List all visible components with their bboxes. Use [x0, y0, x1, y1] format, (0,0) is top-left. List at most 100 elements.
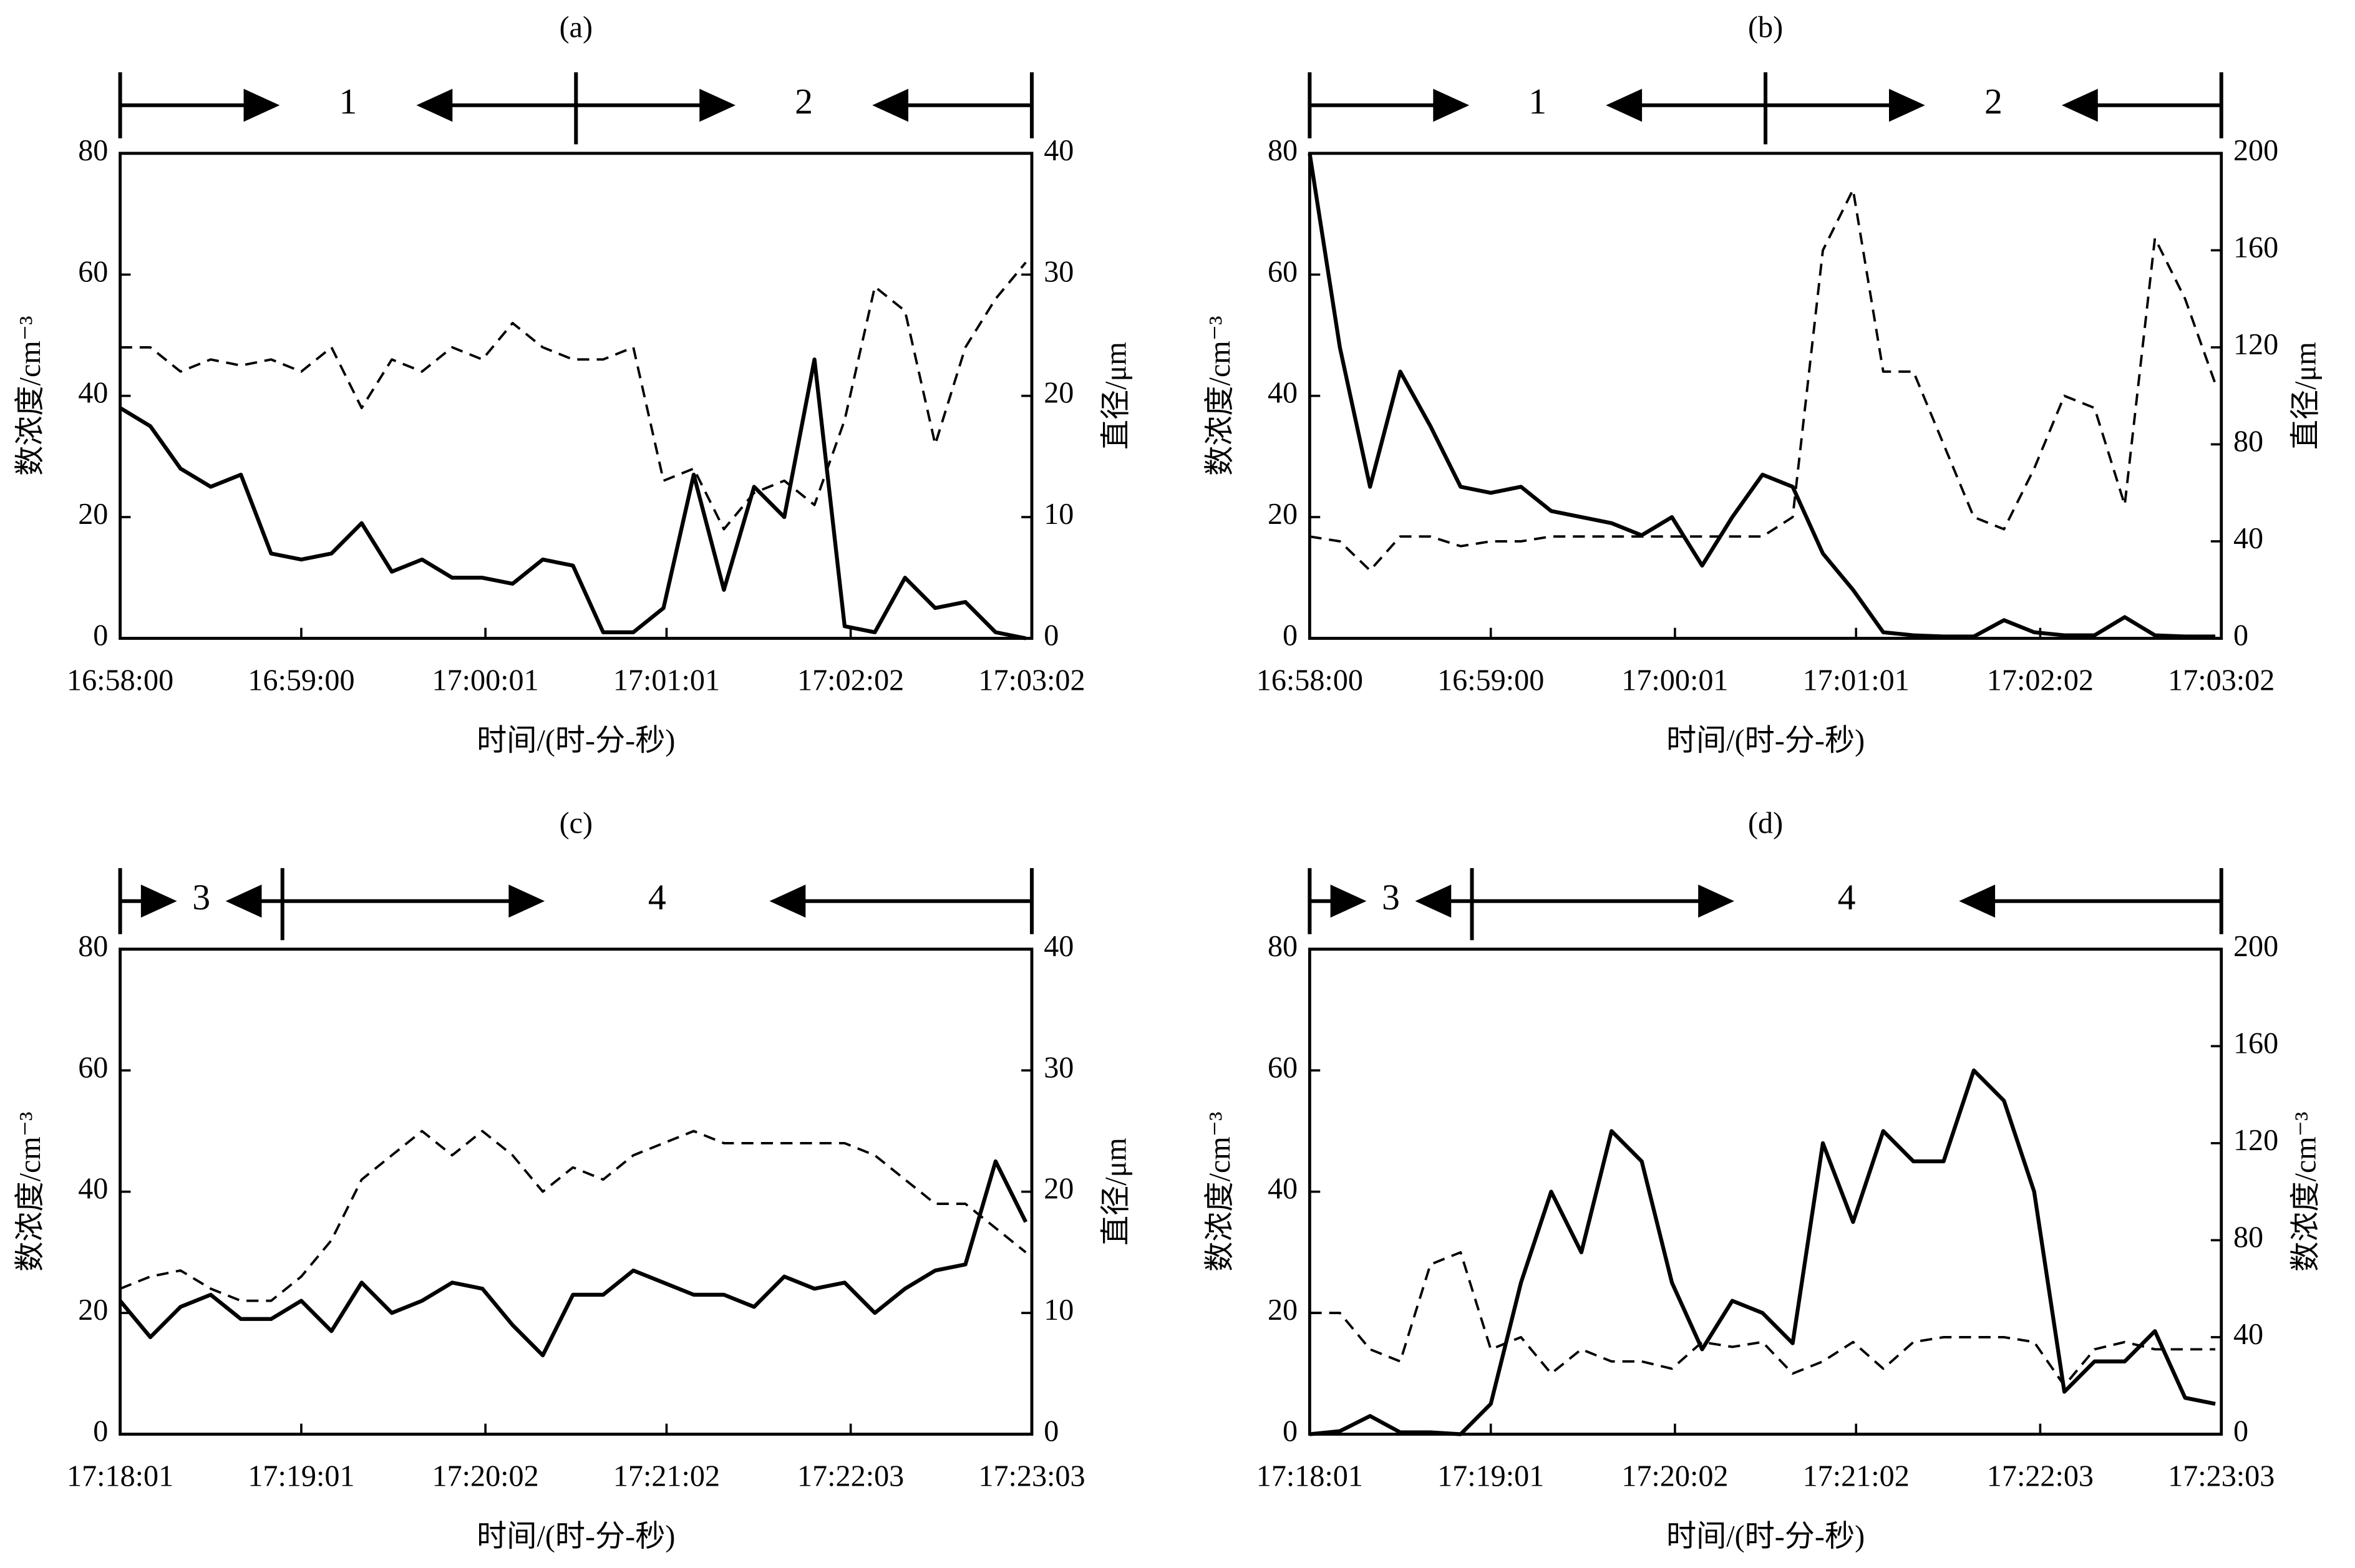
phase-label: 3: [1382, 878, 1400, 917]
y2-tick-label: 0: [1044, 1415, 1059, 1448]
y-tick-label: 0: [1283, 619, 1298, 652]
phase-label: 2: [1984, 82, 2003, 122]
arrow-head: [140, 884, 177, 918]
x-tick-label: 17:23:03: [978, 1460, 1085, 1493]
y-tick-label: 40: [1268, 1173, 1298, 1206]
arrow-head: [769, 884, 806, 918]
y-axis-label: 数浓度/cm⁻³: [14, 1111, 47, 1271]
x-tick-label: 17:20:02: [432, 1460, 539, 1493]
x-tick-label: 16:59:00: [248, 664, 354, 697]
x-tick-label: 17:01:01: [1803, 664, 1910, 697]
y-tick-label: 20: [78, 498, 108, 531]
solid-line: [1308, 153, 2216, 639]
phase-label: 4: [648, 878, 666, 917]
y-tick-label: 60: [1268, 255, 1298, 288]
arrow-head: [416, 89, 453, 122]
y-tick-label: 20: [1268, 498, 1298, 531]
y2-tick-label: 200: [2233, 134, 2278, 167]
x-tick-label: 17:20:02: [1621, 1460, 1728, 1493]
y2-tick-label: 30: [1044, 1051, 1074, 1084]
x-axis-label: 时间/(时-分-秒): [477, 724, 675, 757]
y-tick-label: 60: [78, 255, 108, 288]
y2-tick-label: 40: [1044, 930, 1074, 963]
x-tick-label: 17:19:01: [1437, 1460, 1544, 1493]
arrow-head: [1433, 89, 1470, 122]
y-tick-label: 80: [78, 930, 108, 963]
arrow-head: [225, 884, 262, 918]
y-tick-label: 60: [1268, 1051, 1298, 1084]
y2-tick-label: 200: [2233, 930, 2278, 963]
arrow-head: [243, 89, 280, 122]
y2-tick-label: 160: [2233, 1027, 2278, 1060]
y2-tick-label: 0: [2233, 1415, 2248, 1448]
panel-title: (b): [1748, 11, 1783, 44]
arrow-head: [1606, 89, 1643, 122]
arrow-head: [1959, 884, 1996, 918]
arrow-head: [1415, 884, 1452, 918]
y-tick-label: 60: [78, 1051, 108, 1084]
arrow-head: [1889, 89, 1925, 122]
x-tick-label: 17:02:02: [1987, 664, 2094, 697]
x-tick-label: 17:18:01: [67, 1460, 173, 1493]
phase-label: 1: [339, 82, 357, 122]
panel-title: (d): [1748, 806, 1783, 840]
y2-tick-label: 20: [1044, 1173, 1074, 1206]
y2-axis-label: 直径/μm: [1100, 1138, 1133, 1246]
arrow-head: [699, 89, 736, 122]
x-tick-label: 16:59:00: [1437, 664, 1544, 697]
y-tick-label: 40: [1268, 377, 1298, 410]
y2-tick-label: 20: [1044, 377, 1074, 410]
panel-title: (c): [560, 806, 593, 840]
x-tick-label: 17:01:01: [613, 664, 720, 697]
y-tick-label: 0: [93, 1415, 108, 1448]
x-tick-label: 17:22:03: [1987, 1460, 2094, 1493]
y-tick-label: 80: [1268, 930, 1298, 963]
y2-tick-label: 80: [2233, 1221, 2263, 1254]
x-tick-label: 17:22:03: [797, 1460, 904, 1493]
y2-tick-label: 80: [2233, 425, 2263, 458]
dashed-line: [1309, 188, 2217, 572]
phase-label: 3: [192, 878, 210, 917]
arrow-head: [508, 884, 545, 918]
x-tick-label: 17:02:02: [797, 664, 904, 697]
dashed-line: [119, 1130, 1027, 1302]
x-tick-label: 17:23:03: [2168, 1460, 2275, 1493]
solid-line: [119, 357, 1026, 641]
y2-tick-label: 10: [1044, 498, 1074, 531]
x-tick-label: 16:58:00: [67, 664, 173, 697]
y2-tick-label: 10: [1044, 1294, 1074, 1327]
y2-axis-label: 直径/μm: [1100, 342, 1133, 450]
arrow-head: [1698, 884, 1734, 918]
y-axis-label: 数浓度/cm⁻³: [1203, 316, 1236, 475]
x-axis-label: 时间/(时-分-秒): [1666, 1520, 1865, 1553]
x-tick-label: 17:21:02: [613, 1460, 720, 1493]
x-tick-label: 17:00:01: [1621, 664, 1728, 697]
phase-label: 1: [1528, 82, 1547, 122]
dashed-line: [120, 261, 1027, 531]
x-tick-label: 17:00:01: [432, 664, 539, 697]
y-tick-label: 0: [93, 619, 108, 652]
arrow-head: [2061, 89, 2098, 122]
y2-axis-label: 数浓度/cm⁻³: [2289, 1111, 2322, 1271]
y2-axis-label: 直径/μm: [2289, 342, 2322, 450]
solid-line: [1309, 1068, 2216, 1436]
y2-tick-label: 40: [1044, 134, 1074, 167]
y2-tick-label: 120: [2233, 328, 2278, 361]
arrow-head: [872, 89, 909, 122]
x-axis-label: 时间/(时-分-秒): [477, 1520, 675, 1553]
x-tick-label: 17:21:02: [1803, 1460, 1910, 1493]
y-tick-label: 40: [78, 377, 108, 410]
solid-line: [119, 1159, 1028, 1358]
x-tick-label: 17:03:02: [978, 664, 1085, 697]
plot-frame: [119, 947, 1034, 1436]
y2-tick-label: 120: [2233, 1124, 2278, 1157]
y2-tick-label: 0: [2233, 619, 2248, 652]
y-axis-label: 数浓度/cm⁻³: [14, 316, 47, 475]
arrow-head: [1330, 884, 1367, 918]
y-tick-label: 20: [78, 1294, 108, 1327]
phase-label: 4: [1838, 878, 1856, 917]
y-axis-label: 数浓度/cm⁻³: [1203, 1111, 1236, 1271]
x-axis-label: 时间/(时-分-秒): [1666, 724, 1865, 757]
